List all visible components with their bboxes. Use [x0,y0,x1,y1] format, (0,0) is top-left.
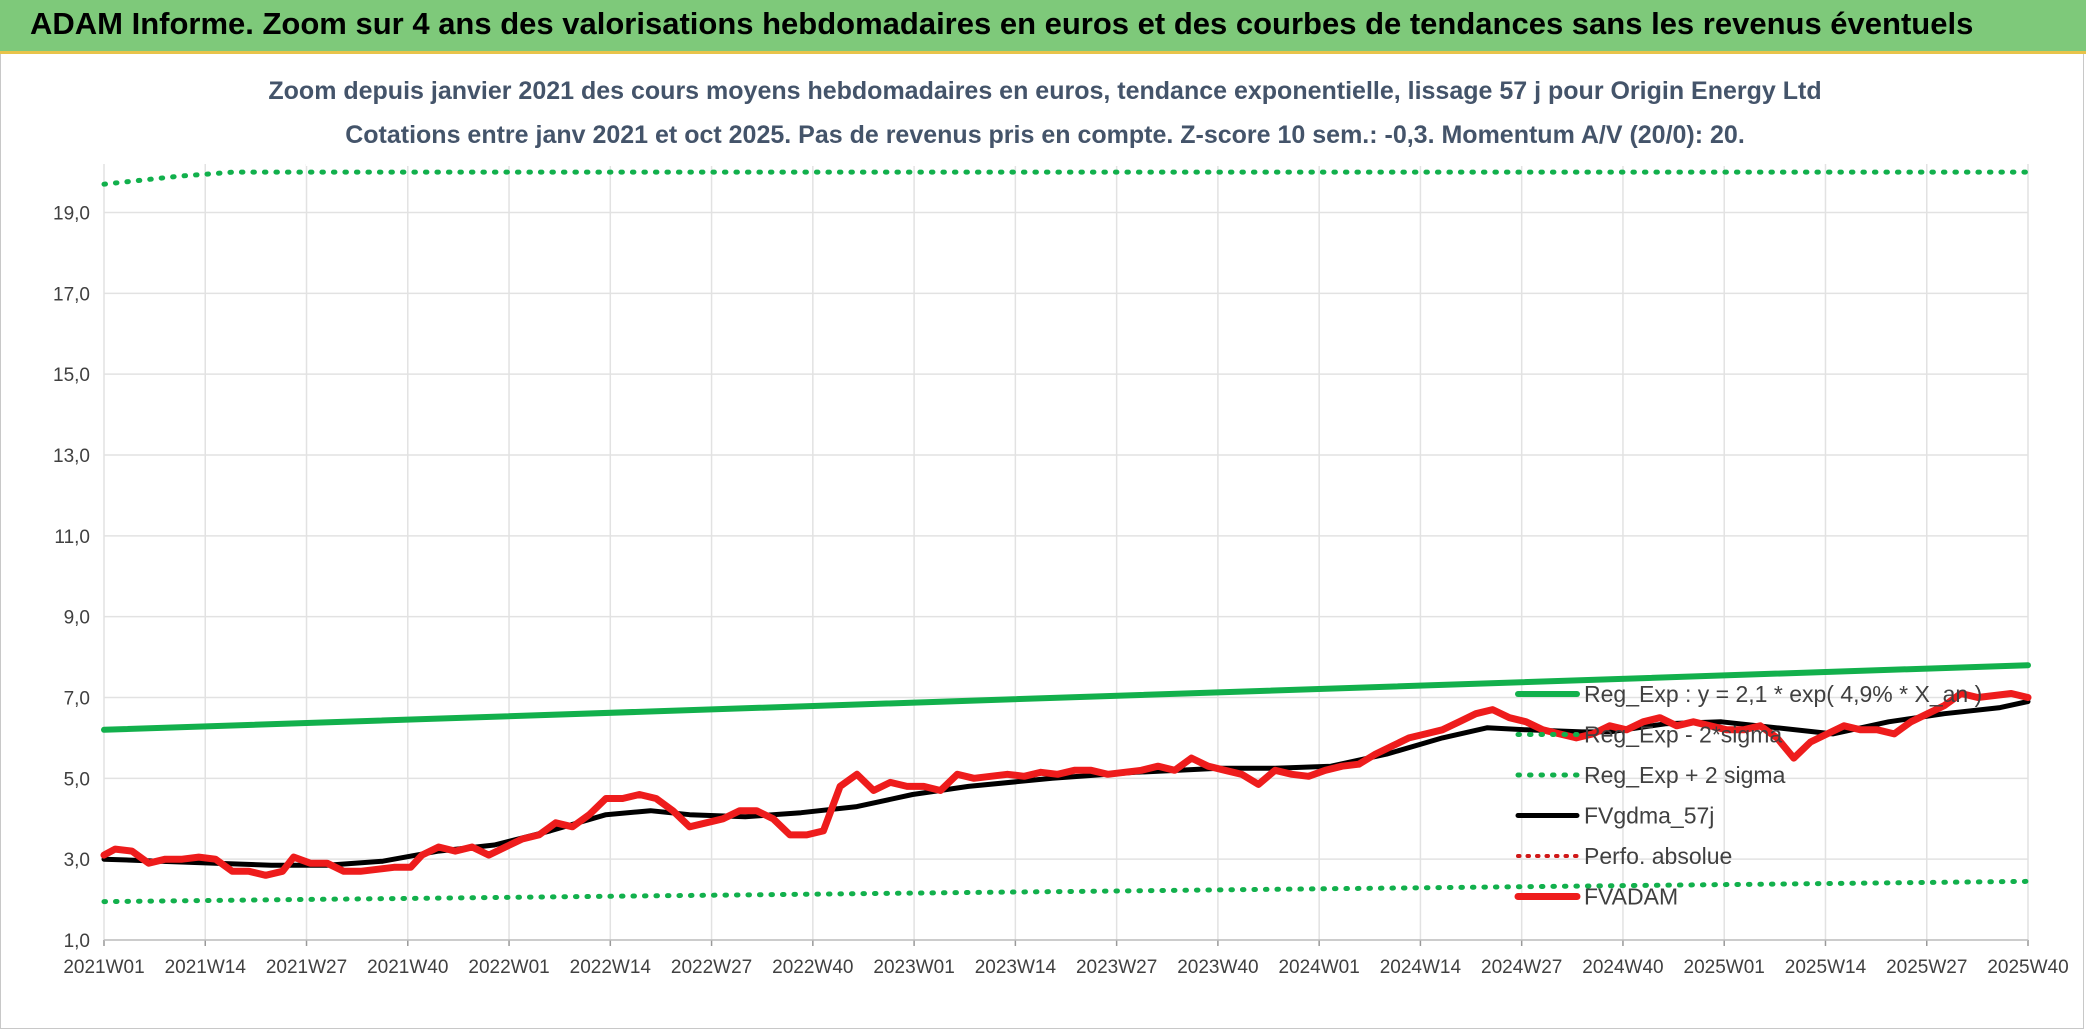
x-tick-label: 2022W27 [671,957,752,978]
y-tick-label: 5,0 [64,769,90,790]
chart-title: Zoom depuis janvier 2021 des cours moyen… [268,77,1821,105]
series-line-1 [101,878,2031,905]
x-tick-label: 2025W01 [1684,957,1765,978]
y-tick-label: 17,0 [53,284,90,305]
legend-label: FVADAM [1584,884,1678,910]
x-tick-label: 2021W27 [266,957,347,978]
y-tick-label: 9,0 [64,608,90,629]
x-tick-label: 2021W40 [367,957,448,978]
y-axis-ticks: 1,0 3,0 5,0 7,0 9,0 11,0 13,0 15,0 17,0 19,0 [53,204,90,953]
x-tick-label: 2025W14 [1785,957,1867,978]
x-tick-label: 2021W01 [63,957,144,978]
x-tick-label: 2025W40 [1987,957,2068,978]
x-tick-label: 2022W40 [772,957,853,978]
legend: Reg_Exp : y = 2,1 * exp( 4,9% * X_an ) Re… [1514,681,1982,910]
x-tick-label: 2023W27 [1076,957,1157,978]
y-tick-label: 19,0 [53,204,90,225]
y-tick-label: 11,0 [54,527,90,548]
legend-label: Reg_Exp + 2 sigma [1584,762,1786,788]
x-tick-label: 2023W01 [873,957,954,978]
legend-label: Reg_Exp : y = 2,1 * exp( 4,9% * X_an ) [1584,681,1982,707]
legend-label: Reg_Exp - 2*sigma [1584,722,1782,748]
y-tick-label: 7,0 [64,689,90,710]
x-tick-label: 2023W14 [975,957,1057,978]
x-tick-label: 2023W40 [1177,957,1258,978]
chart-frame: 1,0 3,0 5,0 7,0 9,0 11,0 13,0 15,0 17,0 19,0 2021… [0,54,2084,1029]
x-tick-label: 2024W01 [1278,957,1359,978]
x-axis-ticks: 2021W01 2021W14 2021W27 2021W40 2022W01 2022W… [63,957,2068,978]
x-tick-label: 2022W14 [570,957,652,978]
x-tick-label: 2024W27 [1481,957,1562,978]
report-title: ADAM Informe. Zoom sur 4 ans des valoris… [30,6,1974,41]
y-tick-label: 13,0 [53,446,90,467]
legend-label: Perfo. absolue [1584,843,1732,869]
x-tick-label: 2024W14 [1380,957,1462,978]
legend-label: FVgdma_57j [1584,803,1714,829]
x-tick-label: 2024W40 [1582,957,1663,978]
series-line-5 [100,690,2032,879]
y-tick-label: 15,0 [53,365,90,386]
gridlines [103,164,2029,946]
series-line-0 [101,662,2031,733]
x-tick-label: 2022W01 [468,957,549,978]
report-banner: ADAM Informe. Zoom sur 4 ans des valoris… [0,0,2086,54]
y-tick-label: 3,0 [64,850,90,871]
series-lines [100,169,2032,905]
series-line-2 [101,169,2031,187]
x-tick-label: 2021W14 [165,957,247,978]
chart-subtitle: Cotations entre janv 2021 et oct 2025. P… [345,121,1745,149]
y-tick-label: 1,0 [64,931,90,952]
title-box [306,54,1771,166]
x-tick-label: 2025W27 [1886,957,1967,978]
line-chart: 1,0 3,0 5,0 7,0 9,0 11,0 13,0 15,0 17,0 19,0 2021… [53,54,2069,978]
